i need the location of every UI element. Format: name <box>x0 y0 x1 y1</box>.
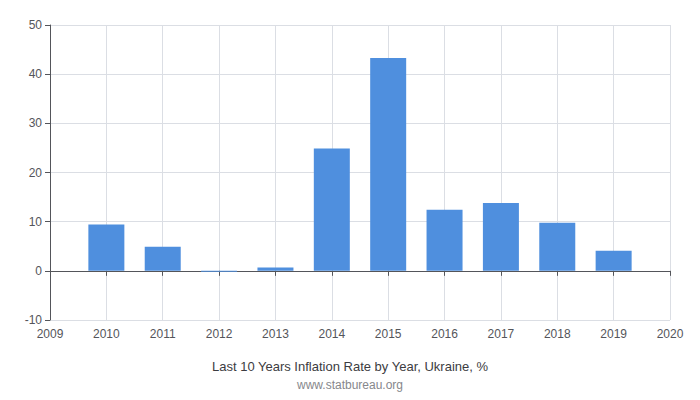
svg-text:-10: -10 <box>25 313 43 327</box>
svg-text:2015: 2015 <box>375 327 402 341</box>
svg-text:2016: 2016 <box>431 327 458 341</box>
svg-text:40: 40 <box>29 67 43 81</box>
svg-text:Last 10 Years Inflation Rate b: Last 10 Years Inflation Rate by Year, Uk… <box>212 359 489 374</box>
svg-text:0: 0 <box>35 264 42 278</box>
svg-text:20: 20 <box>29 166 43 180</box>
svg-text:2012: 2012 <box>206 327 233 341</box>
svg-text:10: 10 <box>29 215 43 229</box>
svg-text:2014: 2014 <box>318 327 345 341</box>
svg-text:2019: 2019 <box>600 327 627 341</box>
svg-text:30: 30 <box>29 116 43 130</box>
svg-text:2009: 2009 <box>37 327 64 341</box>
svg-text:www.statbureau.org: www.statbureau.org <box>296 378 403 392</box>
svg-text:50: 50 <box>29 18 43 32</box>
svg-text:2020: 2020 <box>657 327 684 341</box>
svg-text:2017: 2017 <box>488 327 515 341</box>
svg-text:2011: 2011 <box>150 327 176 341</box>
svg-text:2013: 2013 <box>262 327 289 341</box>
svg-text:2018: 2018 <box>544 327 571 341</box>
svg-text:2010: 2010 <box>93 327 120 341</box>
